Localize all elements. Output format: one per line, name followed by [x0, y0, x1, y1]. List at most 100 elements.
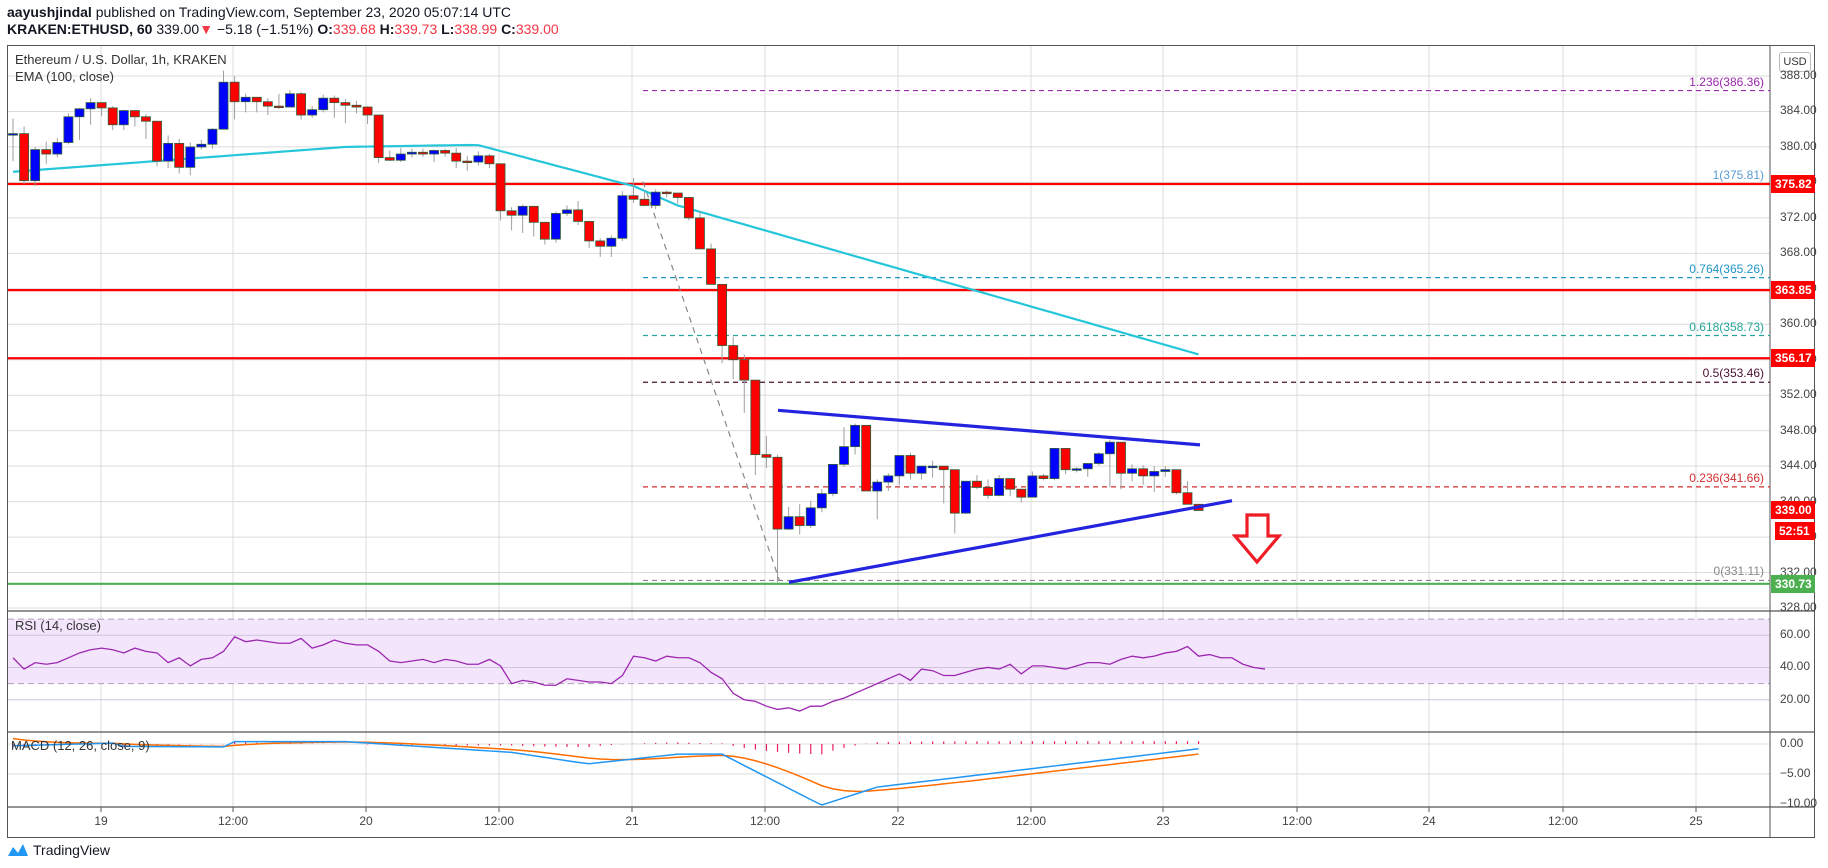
rsi-legend[interactable]: RSI (14, close) — [15, 618, 101, 633]
resistance-2-price-label: 363.85 — [1771, 281, 1815, 300]
open-label: O: — [317, 21, 333, 37]
rsi-tick-label: 20.00 — [1780, 691, 1811, 706]
bear-candle — [728, 345, 739, 361]
bear-candle — [761, 454, 772, 458]
bear-candle — [251, 96, 262, 103]
price-tick-label: 328.00 — [1780, 600, 1817, 615]
low-label: L: — [441, 21, 455, 37]
macd-line — [12, 740, 1199, 806]
fib-level-label: 0.618(358.73) — [1689, 319, 1764, 334]
bull-candle — [805, 507, 816, 526]
bull-candle — [30, 149, 41, 182]
bull-candle — [816, 493, 827, 509]
time-tick-label: 12:00 — [1281, 814, 1313, 828]
bear-candle — [938, 465, 949, 471]
fib-trend-line — [642, 181, 781, 581]
bull-candle — [916, 465, 927, 474]
bear-candle — [41, 149, 52, 155]
resistance-3-price-label: 356.17 — [1771, 349, 1815, 368]
bull-candle — [828, 463, 838, 495]
open-value: 339.68 — [332, 21, 376, 37]
bear-candle — [484, 155, 495, 165]
bear-candle — [351, 104, 362, 108]
currency-button[interactable]: USD — [1779, 52, 1811, 72]
bull-candle — [8, 133, 18, 136]
macd-tick-label: −10.00 — [1780, 795, 1818, 810]
bear-candle — [1171, 469, 1182, 494]
bear-candle — [262, 101, 273, 107]
bear-candle — [717, 283, 728, 346]
time-tick-label: 21 — [625, 814, 639, 828]
bear-candle — [539, 221, 550, 240]
bull-candle — [1071, 468, 1082, 471]
tradingview-logo-icon — [8, 844, 28, 856]
bear-candle — [739, 359, 750, 381]
time-tick-label: 19 — [94, 814, 108, 828]
tradingview-logo[interactable]: TradingView — [7, 842, 110, 858]
bull-candle — [1027, 475, 1038, 498]
bull-candle — [617, 195, 628, 239]
ema-line — [12, 143, 1199, 356]
bull-candle — [517, 205, 528, 216]
bull-candle — [562, 209, 572, 214]
bull-candle — [927, 465, 938, 469]
macd-tick-label: 0.00 — [1780, 736, 1804, 750]
bull-candle — [473, 155, 484, 163]
close-label: C: — [501, 21, 516, 37]
bar-countdown-label: 52:51 — [1775, 522, 1815, 541]
author-name[interactable]: aayushjindal — [7, 4, 92, 20]
rsi-line — [12, 636, 1266, 712]
bull-candle — [318, 97, 329, 111]
rsi-tick-label: 60.00 — [1780, 627, 1811, 642]
time-tick-label: 12:00 — [1015, 814, 1047, 828]
bull-candle — [118, 110, 129, 126]
bear-candle — [229, 81, 240, 103]
bull-candle — [406, 151, 417, 155]
bull-candle — [606, 237, 617, 247]
fib-level-label: 0.236(341.66) — [1689, 470, 1764, 485]
bear-candle — [274, 105, 284, 109]
bear-candle — [861, 424, 872, 492]
bull-candle — [872, 481, 883, 492]
bear-candle — [152, 120, 162, 162]
ema-legend[interactable]: EMA (100, close) — [15, 69, 114, 84]
bear-candle — [972, 480, 982, 488]
bear-candle — [506, 210, 517, 216]
rsi-band — [8, 619, 1770, 684]
bull-candle — [218, 81, 229, 130]
time-tick-label: 25 — [1689, 814, 1703, 828]
fib-level-label: 0.5(353.46) — [1702, 366, 1764, 381]
bull-candle — [883, 475, 894, 483]
rsi-tick-label: 40.00 — [1780, 659, 1811, 674]
high-value: 339.73 — [394, 21, 438, 37]
fib-level-label: 0(331.11) — [1713, 564, 1764, 579]
bear-candle — [373, 114, 384, 158]
last-price-label: 339.00 — [1771, 501, 1815, 520]
last-price: 339.00 — [156, 21, 200, 37]
bear-candle — [706, 248, 716, 285]
bull-candle — [839, 446, 849, 465]
time-tick-label: 12:00 — [1547, 814, 1579, 828]
bull-candle — [429, 150, 439, 155]
bear-candle — [639, 198, 650, 206]
bear-candle — [451, 152, 462, 162]
price-change: −5.18 (−1.51%) — [216, 21, 314, 37]
bear-candle — [329, 97, 340, 104]
bull-candle — [196, 143, 207, 148]
time-tick-label: 12:00 — [217, 814, 249, 828]
price-tick-label: 384.00 — [1780, 103, 1817, 118]
bear-candle — [573, 209, 583, 222]
time-tick-label: 23 — [1156, 814, 1170, 828]
close-value: 339.00 — [515, 21, 559, 37]
symbol-info: KRAKEN:ETHUSD, 60 339.00▼ −5.18 (−1.51%)… — [7, 21, 559, 37]
bear-candle — [1038, 475, 1049, 479]
macd-legend[interactable]: MACD (12, 26, close, 9) — [11, 738, 150, 753]
bear-candle — [296, 93, 306, 116]
triangle-upper-line — [777, 408, 1201, 447]
bear-candle — [528, 205, 539, 223]
bear-candle — [772, 456, 783, 530]
publish-info: aayushjindal published on TradingView.co… — [7, 4, 511, 20]
bull-candle — [240, 96, 251, 103]
bull-candle — [1127, 468, 1137, 474]
